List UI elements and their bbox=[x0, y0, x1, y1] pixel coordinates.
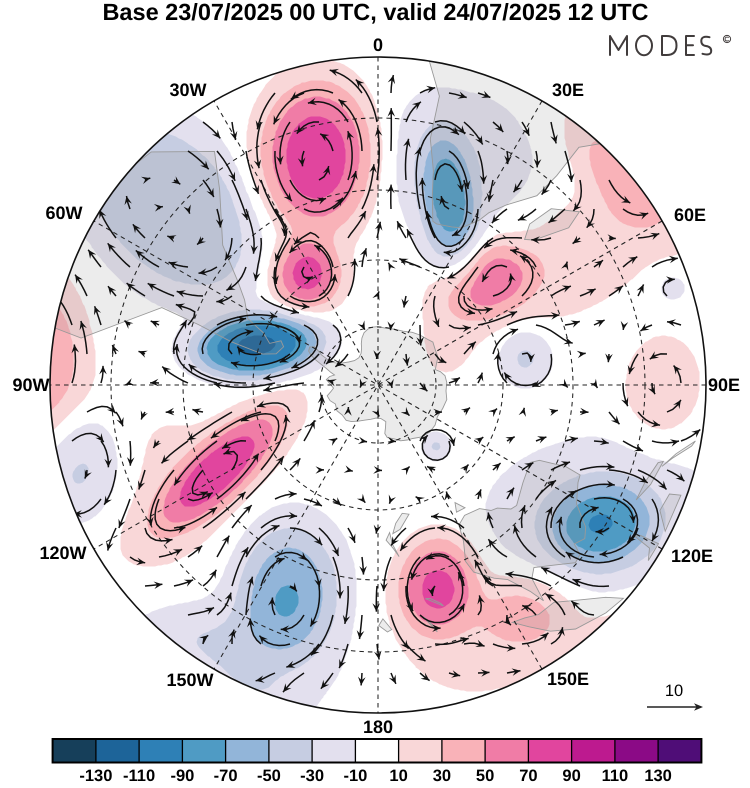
svg-text:-50: -50 bbox=[257, 767, 281, 783]
svg-text:130: 130 bbox=[644, 767, 672, 783]
svg-text:-90: -90 bbox=[170, 767, 194, 783]
svg-text:110: 110 bbox=[602, 767, 629, 783]
svg-text:10: 10 bbox=[389, 767, 407, 783]
svg-text:30E: 30E bbox=[552, 80, 584, 100]
svg-text:Base 23/07/2025 00 UTC, valid: Base 23/07/2025 00 UTC, valid 24/07/2025… bbox=[102, 0, 648, 25]
svg-text:90W: 90W bbox=[12, 375, 49, 395]
svg-text:-110: -110 bbox=[123, 767, 155, 783]
svg-text:0: 0 bbox=[373, 35, 383, 55]
svg-text:90E: 90E bbox=[708, 375, 740, 395]
svg-text:-130: -130 bbox=[79, 767, 112, 783]
svg-text:90: 90 bbox=[562, 767, 580, 783]
svg-text:30W: 30W bbox=[169, 80, 206, 100]
svg-text:180: 180 bbox=[363, 717, 393, 737]
svg-text:-10: -10 bbox=[343, 767, 367, 783]
svg-text:150W: 150W bbox=[166, 670, 213, 690]
svg-text:70: 70 bbox=[519, 767, 537, 783]
svg-text:120W: 120W bbox=[39, 543, 86, 563]
svg-text:50: 50 bbox=[476, 767, 494, 783]
svg-text:60W: 60W bbox=[45, 203, 82, 223]
svg-text:150E: 150E bbox=[547, 669, 589, 689]
svg-text:30: 30 bbox=[433, 767, 451, 783]
svg-text:10: 10 bbox=[665, 682, 683, 700]
svg-text:60E: 60E bbox=[674, 205, 706, 225]
svg-text:120E: 120E bbox=[671, 546, 713, 566]
svg-text:-70: -70 bbox=[214, 767, 238, 783]
svg-text:-30: -30 bbox=[300, 767, 324, 783]
